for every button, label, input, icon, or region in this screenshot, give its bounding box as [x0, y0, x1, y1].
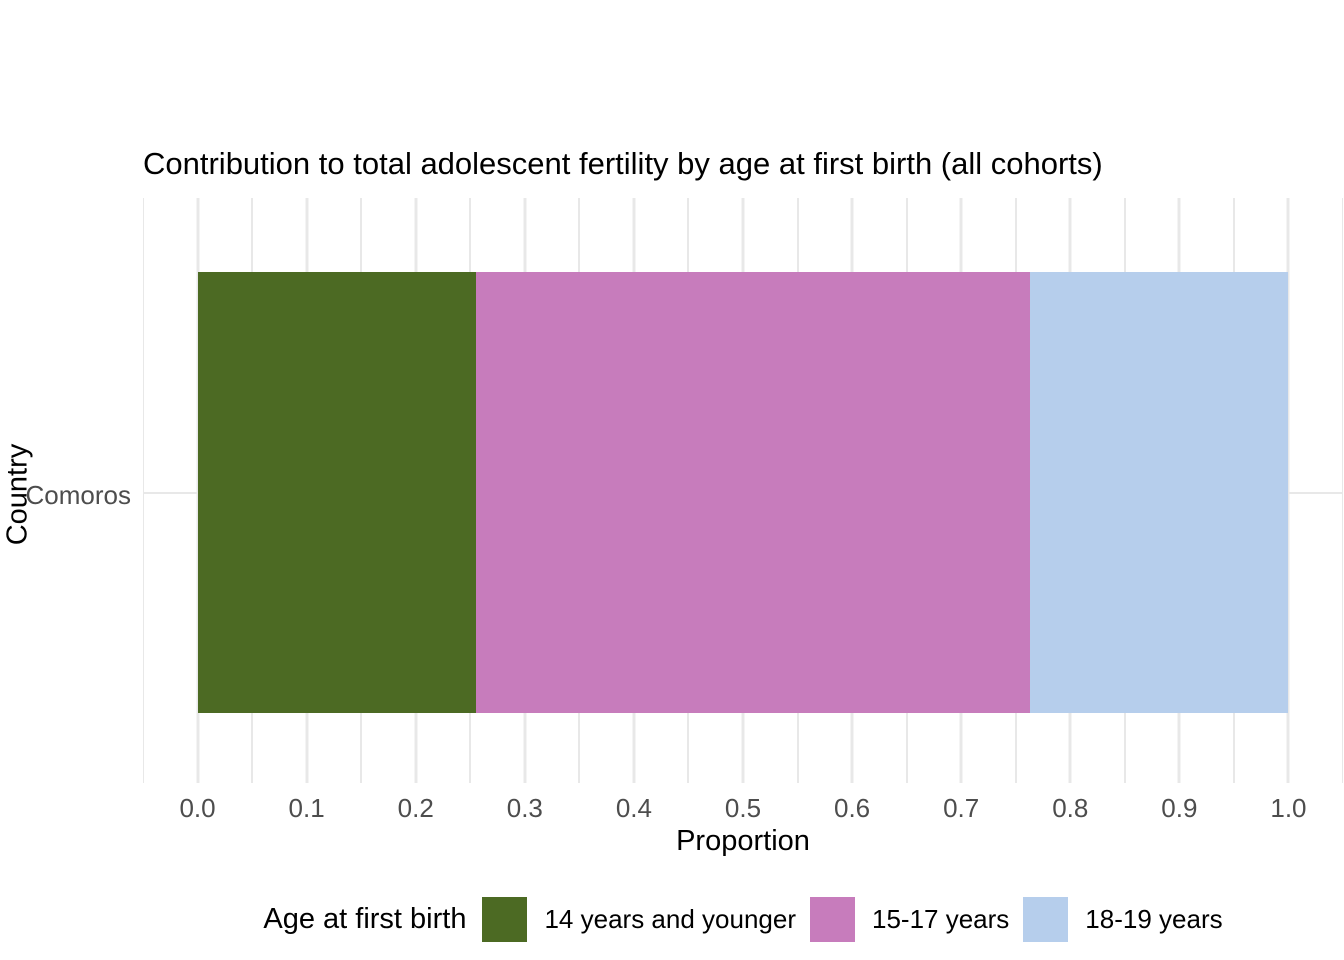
y-tick-label-comoros: Comoros — [25, 480, 131, 510]
x-tick-label: 0.3 — [506, 793, 543, 823]
x-tick-label: 0.2 — [397, 793, 434, 823]
x-tick-label: 0.9 — [1161, 793, 1198, 823]
gridline-x-major — [1286, 198, 1290, 783]
chart-title: Contribution to total adolescent fertili… — [143, 146, 1103, 181]
legend-title: Age at first birth — [263, 902, 467, 935]
gridline-x-minor — [143, 198, 144, 783]
plot-panel — [143, 198, 1343, 783]
bar-segment-1 — [475, 272, 1030, 713]
x-tick-label: 0.1 — [288, 793, 325, 823]
legend: Age at first birth 14 years and younger 1… — [143, 893, 1343, 945]
legend-item-2: 18-19 years — [1023, 896, 1223, 942]
x-tick-label: 1.0 — [1270, 793, 1307, 823]
legend-swatch — [809, 896, 855, 942]
legend-item-1: 15-17 years — [809, 896, 1010, 942]
gridline-x-minor — [1342, 198, 1343, 783]
x-tick-label: 0.7 — [943, 793, 980, 823]
legend-swatch — [482, 896, 528, 942]
x-tick-label: 0.0 — [179, 793, 216, 823]
x-tick-label: 0.5 — [724, 793, 762, 823]
x-tick-label: 0.8 — [1052, 793, 1089, 823]
bar-segment-2 — [1029, 272, 1289, 713]
x-axis-title: Proportion — [676, 825, 810, 857]
x-tick-label: 0.6 — [834, 793, 871, 823]
bar-segment-0 — [197, 272, 476, 713]
legend-label: 18-19 years — [1085, 903, 1223, 934]
x-tick-label: 0.4 — [615, 793, 652, 823]
legend-label: 14 years and younger — [544, 903, 796, 934]
legend-label: 15-17 years — [871, 903, 1010, 934]
legend-item-0: 14 years and younger — [482, 896, 796, 942]
legend-swatch — [1023, 896, 1069, 942]
